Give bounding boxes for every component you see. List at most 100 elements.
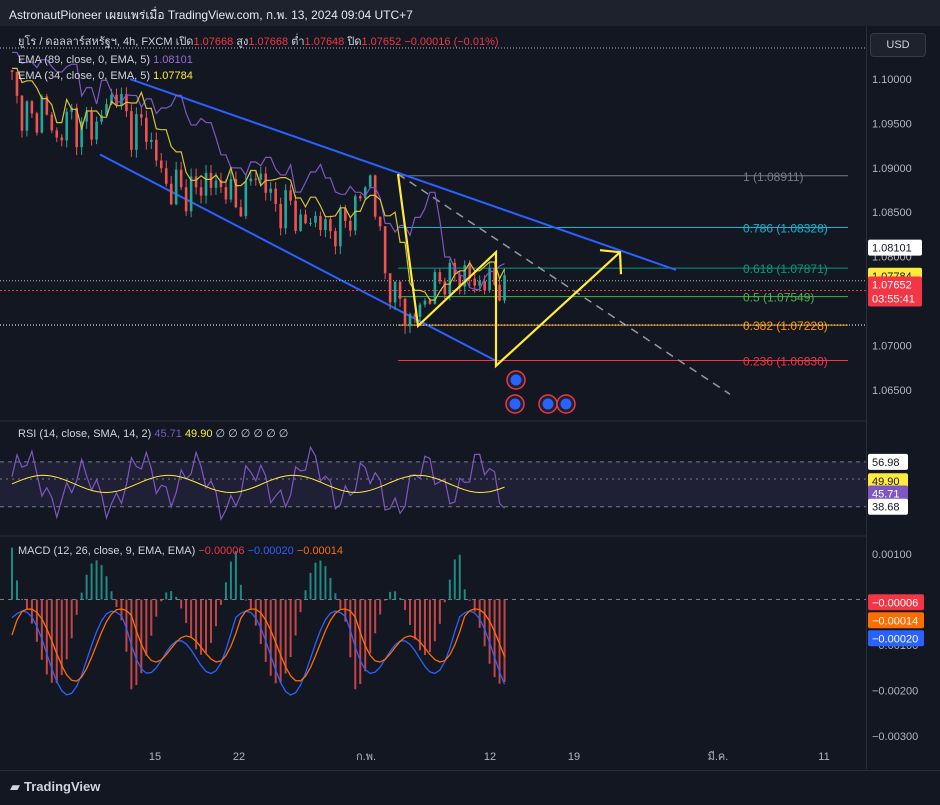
macd-badge: [868, 594, 924, 611]
macd-histogram-bar: [369, 599, 372, 654]
chart-pane[interactable]: [0, 26, 866, 769]
candle-body: [174, 169, 178, 205]
event-icon-flag: [509, 398, 521, 410]
rsi-legend[interactable]: RSI (14, close, SMA, 14, 2) 45.71 49.90 …: [18, 427, 288, 441]
macd-badge: [868, 612, 924, 629]
candle-body: [164, 168, 168, 184]
event-icon-flag: [510, 374, 522, 386]
macd-histogram-bar: [165, 592, 168, 600]
candle-body: [339, 207, 342, 247]
macd-label: MACD (12, 26, close, 9, EMA, EMA): [18, 545, 196, 557]
candle-body: [154, 139, 158, 161]
macd-histogram-bar: [95, 560, 98, 600]
candle-body: [413, 314, 417, 317]
candle-body: [95, 121, 98, 140]
candle-body: [45, 96, 49, 115]
dashed-trendline: [397, 173, 731, 395]
macd-histogram-bar: [35, 599, 38, 642]
macd-histogram-bar: [304, 590, 307, 600]
macd-histogram-bar: [20, 599, 23, 601]
candle-body: [428, 300, 432, 304]
close-label: ปิด: [347, 36, 362, 48]
candle-body: [75, 107, 78, 148]
macd-histogram-bar: [210, 599, 213, 643]
candle-body: [214, 180, 218, 188]
macd-histogram-bar: [478, 599, 481, 628]
macd-histogram-bar: [418, 599, 421, 651]
candle-body: [204, 172, 208, 196]
rsi-value: 45.71: [154, 428, 182, 440]
ema34-value: 1.07784: [153, 70, 193, 82]
macd-histogram-bar: [279, 599, 282, 683]
candle-body: [274, 188, 277, 204]
macd-histogram-bar: [115, 599, 118, 608]
macd-line: [11, 610, 506, 696]
candle-body: [135, 114, 138, 150]
candle-body: [50, 114, 54, 131]
candle-body: [25, 101, 29, 131]
candle-body: [249, 178, 253, 182]
fib-level-label: 0.618 (1.07871): [743, 262, 828, 276]
macd-line-value: −0.00020: [247, 545, 294, 557]
symbol-label[interactable]: ยูโร / ดอลลาร์สหรัฐฯ, 4h, FXCM: [18, 36, 173, 48]
macd-histogram-bar: [394, 591, 397, 600]
projection-arrowhead: [599, 249, 623, 275]
candle-body: [224, 187, 228, 200]
macd-histogram-bar: [483, 599, 486, 647]
price-badge-text: 03:55:41: [872, 294, 915, 306]
candle-body: [145, 117, 148, 142]
candle-body: [344, 207, 347, 221]
candle-body: [115, 94, 118, 106]
macd-histogram-bar: [488, 599, 491, 664]
macd-tick-label: −0.00200: [872, 685, 918, 697]
ema89-value: 1.08101: [153, 54, 193, 66]
currency-button[interactable]: USD: [870, 33, 926, 57]
candle-body: [179, 169, 183, 188]
candle-body: [65, 111, 69, 141]
candle-body: [478, 281, 481, 286]
macd-histogram-bar: [364, 599, 367, 672]
candle-body: [10, 70, 14, 72]
ema89-legend[interactable]: EMA (89, close, 0, EMA, 5) 1.08101: [18, 53, 193, 67]
candle-body: [349, 220, 352, 231]
macd-histogram-bar: [100, 565, 103, 600]
ema34-legend[interactable]: EMA (34, close, 0, EMA, 5) 1.07784: [18, 69, 193, 83]
candle-body: [438, 272, 442, 282]
candle-body: [358, 196, 362, 199]
candle-body: [130, 111, 133, 150]
macd-histogram-bar: [359, 599, 362, 685]
macd-histogram-bar: [214, 599, 217, 627]
rsi-sma-value: 49.90: [184, 428, 213, 440]
candle-body: [284, 190, 287, 229]
candle-body: [353, 196, 357, 231]
macd-histogram-bar: [30, 599, 33, 624]
macd-histogram-bar: [453, 559, 456, 600]
rsi-badge: [868, 453, 908, 470]
candle-body: [488, 267, 491, 290]
macd-histogram-bar: [185, 599, 188, 624]
ema34-line: [12, 67, 506, 301]
candle-body: [443, 281, 447, 295]
candle-body: [209, 172, 213, 188]
candle-body: [403, 298, 407, 327]
macd-histogram-bar: [140, 599, 143, 674]
macd-histogram-bar: [379, 599, 382, 615]
macd-histogram-bar: [249, 599, 252, 611]
candle-body: [80, 121, 83, 148]
candle-body: [483, 281, 486, 290]
close-value: 1.07652: [361, 36, 402, 48]
macd-legend[interactable]: MACD (12, 26, close, 9, EMA, EMA) −0.000…: [18, 544, 343, 558]
candle-body: [159, 160, 163, 169]
fib-level-label: 1 (1.08911): [743, 170, 804, 184]
macd-histogram-bar: [75, 599, 78, 615]
candle-body: [110, 94, 113, 105]
tradingview-logo[interactable]: ▰ TradingView: [10, 779, 100, 795]
candle-body: [324, 219, 327, 231]
event-icon-flag: [560, 398, 572, 410]
macd-histogram-bar: [354, 599, 357, 690]
macd-histogram-bar: [334, 593, 337, 600]
candle-body: [85, 111, 88, 122]
event-icon-flag: [542, 398, 554, 410]
macd-histogram-bar: [110, 591, 113, 600]
candle-body: [264, 173, 268, 193]
